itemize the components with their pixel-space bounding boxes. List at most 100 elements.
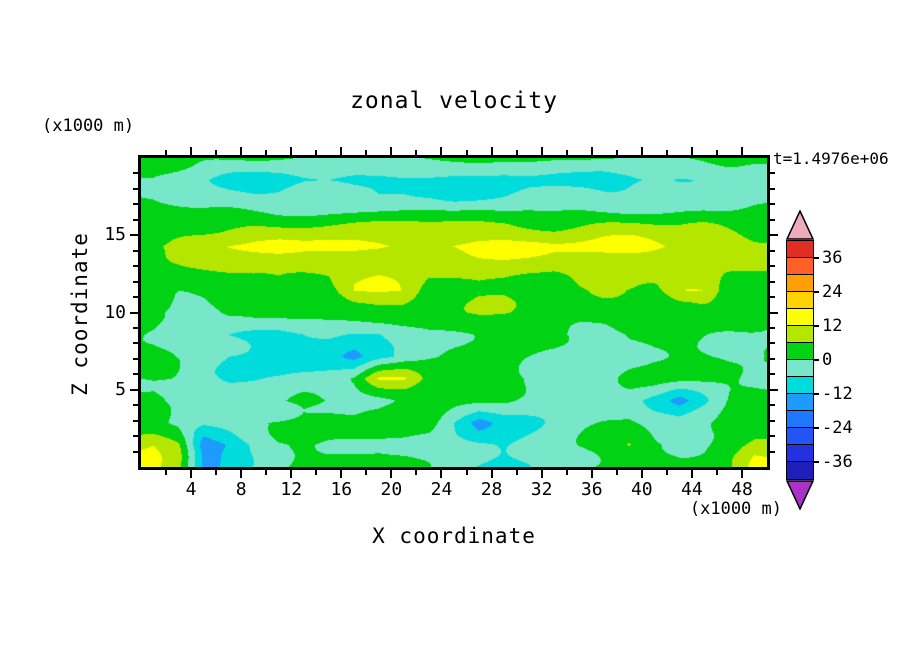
x-minor-tick — [465, 470, 468, 475]
colorbar-tick — [814, 461, 819, 463]
z-major-tick-right — [770, 311, 778, 314]
x-minor-tick — [215, 470, 218, 475]
z-major-tick — [130, 388, 138, 391]
z-minor-tick — [133, 450, 138, 453]
x-tick-label: 12 — [280, 479, 303, 500]
x-minor-tick-top — [565, 150, 568, 155]
z-minor-tick-right — [770, 296, 775, 299]
z-minor-tick — [133, 373, 138, 376]
x-major-tick — [490, 470, 493, 478]
x-minor-tick — [415, 470, 418, 475]
x-major-tick — [440, 470, 443, 478]
x-tick-label: 48 — [731, 479, 753, 500]
x-minor-tick-top — [315, 150, 318, 155]
colorbar-band — [787, 292, 813, 309]
x-major-tick — [190, 470, 193, 478]
z-major-tick — [130, 234, 138, 237]
x-major-tick-top — [440, 147, 443, 155]
colorbar-tick — [814, 257, 819, 259]
plot-title: zonal velocity — [350, 88, 558, 114]
x-major-tick — [290, 470, 293, 478]
colorbar-band — [787, 241, 813, 258]
x-minor-tick — [665, 470, 668, 475]
colorbar-tick — [814, 427, 819, 429]
x-minor-tick-top — [265, 150, 268, 155]
z-minor-tick — [133, 203, 138, 206]
x-minor-tick-top — [515, 150, 518, 155]
colorbar-tick — [814, 359, 819, 361]
z-minor-tick-right — [770, 419, 775, 422]
x-major-tick-top — [740, 147, 743, 155]
x-minor-tick-top — [215, 150, 218, 155]
z-minor-tick-right — [770, 450, 775, 453]
colorbar-band — [787, 258, 813, 275]
z-minor-tick-right — [770, 342, 775, 345]
x-major-tick — [540, 470, 543, 478]
x-axis-unit-label: (x1000 m) — [689, 499, 782, 519]
x-major-tick — [690, 470, 693, 478]
x-minor-tick — [515, 470, 518, 475]
z-minor-tick — [133, 357, 138, 360]
x-minor-tick — [615, 470, 618, 475]
z-minor-tick-right — [770, 265, 775, 268]
timestamp-label: t=1.4976e+06 — [773, 149, 889, 168]
z-minor-tick-right — [770, 326, 775, 329]
x-major-tick-top — [640, 147, 643, 155]
z-major-tick-right — [770, 234, 778, 237]
x-major-tick-top — [690, 147, 693, 155]
z-minor-tick — [133, 280, 138, 283]
x-tick-label: 36 — [580, 479, 603, 500]
z-minor-tick-right — [770, 203, 775, 206]
z-minor-tick — [133, 187, 138, 190]
x-major-tick — [590, 470, 593, 478]
x-minor-tick-top — [465, 150, 468, 155]
z-minor-tick-right — [770, 172, 775, 175]
x-minor-tick-top — [665, 150, 668, 155]
z-minor-tick — [133, 404, 138, 407]
x-minor-tick — [165, 470, 168, 475]
x-tick-label: 24 — [430, 479, 453, 500]
colorbar-label: 0 — [822, 350, 833, 370]
colorbar-label: 24 — [822, 282, 843, 302]
z-minor-tick-right — [770, 280, 775, 283]
colorbar-band — [787, 428, 813, 445]
z-minor-tick — [133, 265, 138, 268]
x-tick-label: 28 — [480, 479, 503, 500]
x-minor-tick-top — [415, 150, 418, 155]
x-major-tick-top — [490, 147, 493, 155]
z-minor-tick-right — [770, 373, 775, 376]
z-minor-tick-right — [770, 249, 775, 252]
x-tick-label: 40 — [630, 479, 653, 500]
x-minor-tick — [315, 470, 318, 475]
colorbar-band — [787, 309, 813, 326]
colorbar-band — [787, 445, 813, 462]
x-tick-label: 32 — [530, 479, 553, 500]
z-minor-tick — [133, 218, 138, 221]
z-tick-label: 5 — [115, 378, 126, 400]
x-major-tick — [640, 470, 643, 478]
x-major-tick-top — [340, 147, 343, 155]
z-minor-tick — [133, 249, 138, 252]
z-minor-tick — [133, 172, 138, 175]
x-major-tick — [340, 470, 343, 478]
x-minor-tick — [715, 470, 718, 475]
x-tick-label: 20 — [380, 479, 403, 500]
z-minor-tick-right — [770, 357, 775, 360]
colorbar-band — [787, 394, 813, 411]
colorbar-band — [787, 343, 813, 360]
z-tick-label: 15 — [104, 224, 126, 246]
z-tick-label: 10 — [104, 301, 126, 323]
plot-frame — [138, 155, 770, 470]
z-minor-tick — [133, 296, 138, 299]
colorbar-band — [787, 411, 813, 428]
x-major-tick — [740, 470, 743, 478]
colorbar-label: 12 — [822, 316, 843, 336]
z-minor-tick-right — [770, 404, 775, 407]
z-minor-tick — [133, 342, 138, 345]
colorbar-below-arrow — [785, 480, 815, 511]
z-minor-tick-right — [770, 187, 775, 190]
x-minor-tick-top — [615, 150, 618, 155]
x-major-tick-top — [190, 147, 193, 155]
x-major-tick-top — [540, 147, 543, 155]
